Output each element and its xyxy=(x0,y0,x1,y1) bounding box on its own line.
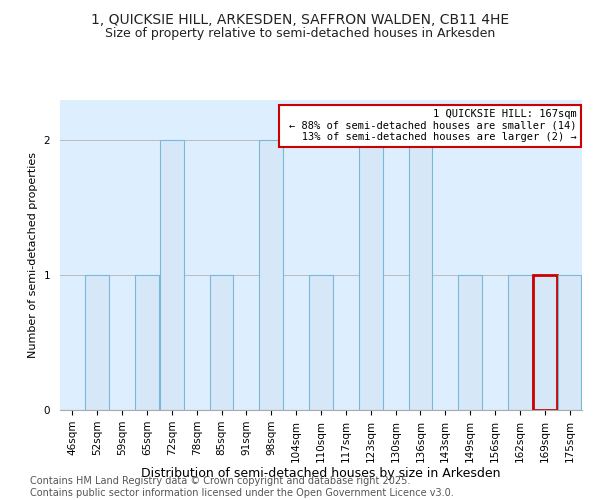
Text: 1, QUICKSIE HILL, ARKESDEN, SAFFRON WALDEN, CB11 4HE: 1, QUICKSIE HILL, ARKESDEN, SAFFRON WALD… xyxy=(91,12,509,26)
Bar xyxy=(309,275,333,410)
Bar xyxy=(533,275,557,410)
Bar xyxy=(359,140,383,410)
Bar xyxy=(160,140,184,410)
X-axis label: Distribution of semi-detached houses by size in Arkesden: Distribution of semi-detached houses by … xyxy=(141,468,501,480)
Bar xyxy=(85,275,109,410)
Bar xyxy=(210,275,233,410)
Y-axis label: Number of semi-detached properties: Number of semi-detached properties xyxy=(28,152,38,358)
Bar xyxy=(458,275,482,410)
Bar xyxy=(135,275,159,410)
Text: Size of property relative to semi-detached houses in Arkesden: Size of property relative to semi-detach… xyxy=(105,28,495,40)
Text: Contains HM Land Registry data © Crown copyright and database right 2025.
Contai: Contains HM Land Registry data © Crown c… xyxy=(30,476,454,498)
Bar xyxy=(409,140,432,410)
Bar xyxy=(558,275,581,410)
Text: 1 QUICKSIE HILL: 167sqm
← 88% of semi-detached houses are smaller (14)
   13% of: 1 QUICKSIE HILL: 167sqm ← 88% of semi-de… xyxy=(283,110,577,142)
Bar xyxy=(508,275,532,410)
Bar xyxy=(259,140,283,410)
